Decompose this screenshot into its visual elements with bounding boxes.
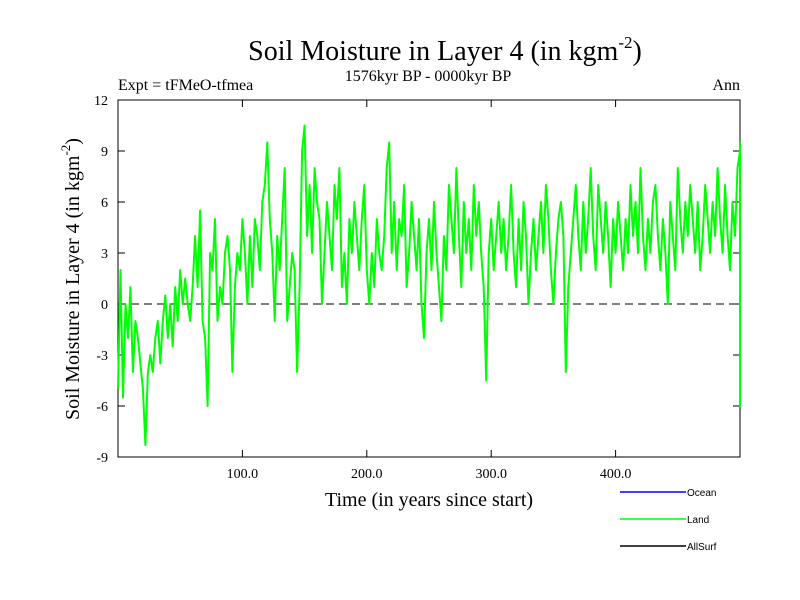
y-tick-label: -3 — [96, 349, 108, 364]
experiment-label: Expt = tFMeO-tfmea — [118, 77, 253, 94]
legend-label-ocean: Ocean — [687, 488, 716, 499]
chart-subtitle: 1576kyr BP - 0000kyr BP — [345, 68, 512, 85]
season-label: Ann — [712, 77, 740, 94]
y-tick-label: 0 — [101, 298, 108, 313]
y-tick-label: 3 — [101, 247, 108, 262]
x-tick-label: 400.0 — [600, 467, 632, 482]
x-tick-label: 100.0 — [227, 467, 259, 482]
chart-title: Soil Moisture in Layer 4 (in kgm-2) — [248, 33, 642, 67]
x-tick-label: 200.0 — [351, 467, 383, 482]
x-axis-ticks: 100.0 200.0 300.0 400.0 — [227, 100, 632, 482]
y-tick-label: 6 — [101, 196, 108, 211]
legend: Ocean Land AllSurf — [620, 488, 717, 553]
series-group — [117, 124, 741, 447]
series-line-land — [117, 124, 741, 447]
y-tick-label: 12 — [94, 94, 108, 109]
y-axis-label: Soil Moisture in Layer 4 (in kgm-2) — [58, 138, 84, 420]
x-axis-label: Time (in years since start) — [325, 489, 533, 511]
legend-label-allsurf: AllSurf — [687, 542, 717, 553]
y-tick-label: 9 — [101, 145, 108, 160]
y-axis-ticks: -9 -6 -3 0 3 6 9 12 — [94, 94, 740, 466]
y-tick-label: -6 — [96, 400, 108, 415]
x-tick-label: 300.0 — [475, 467, 507, 482]
legend-label-land: Land — [687, 515, 709, 526]
y-tick-label: -9 — [96, 451, 108, 466]
plot-frame — [117, 99, 741, 458]
